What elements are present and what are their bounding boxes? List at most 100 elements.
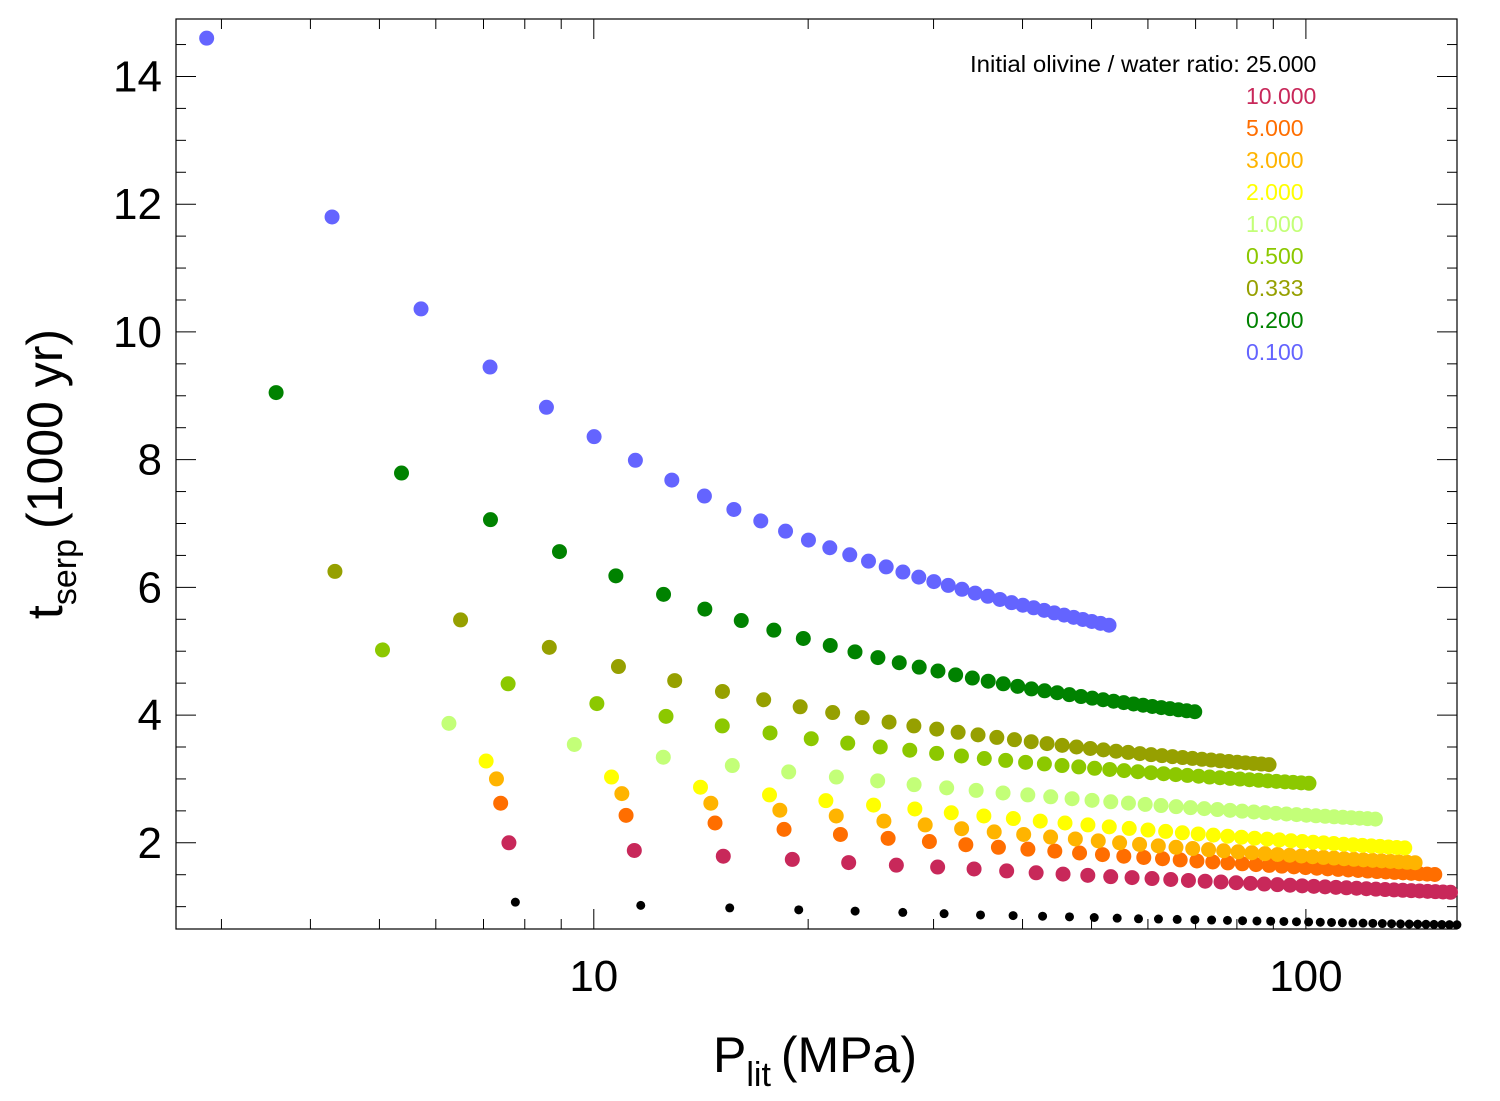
data-point bbox=[1143, 747, 1159, 763]
data-point bbox=[199, 30, 215, 46]
data-point bbox=[375, 642, 391, 658]
data-point bbox=[840, 735, 856, 751]
data-point bbox=[921, 834, 937, 850]
data-point bbox=[792, 699, 808, 715]
data-point bbox=[850, 906, 860, 916]
data-point bbox=[268, 385, 284, 401]
data-point bbox=[1337, 918, 1347, 928]
data-point bbox=[1132, 836, 1148, 852]
data-point bbox=[967, 585, 983, 601]
data-point bbox=[1172, 914, 1182, 924]
data-point bbox=[1016, 826, 1032, 842]
data-point bbox=[1309, 860, 1325, 876]
data-point bbox=[1442, 884, 1458, 900]
data-point bbox=[1274, 858, 1290, 874]
data-point bbox=[715, 848, 731, 864]
data-point bbox=[658, 708, 674, 724]
data-point bbox=[772, 802, 788, 818]
data-point bbox=[776, 821, 792, 837]
data-point bbox=[1191, 768, 1207, 784]
data-point bbox=[327, 563, 343, 579]
data-point bbox=[1102, 761, 1118, 777]
data-point bbox=[948, 667, 964, 683]
data-point bbox=[1189, 853, 1205, 869]
data-point bbox=[888, 857, 904, 873]
data-point bbox=[1205, 827, 1221, 843]
data-point bbox=[1367, 811, 1383, 827]
series-0.500 bbox=[375, 642, 1317, 791]
data-point bbox=[1282, 847, 1298, 863]
data-point bbox=[906, 718, 922, 734]
x-tick-label: 10 bbox=[569, 952, 618, 1001]
data-point bbox=[1101, 819, 1117, 835]
data-point bbox=[911, 569, 927, 585]
data-point bbox=[1304, 917, 1314, 927]
data-point bbox=[1256, 876, 1272, 892]
data-point bbox=[1174, 825, 1190, 841]
data-point bbox=[1207, 915, 1217, 925]
data-point bbox=[1413, 919, 1423, 929]
data-point bbox=[733, 613, 749, 629]
data-point bbox=[488, 771, 504, 787]
data-point bbox=[841, 855, 857, 871]
data-point bbox=[986, 824, 1002, 840]
data-point bbox=[1061, 687, 1077, 703]
data-point bbox=[1112, 835, 1128, 851]
data-point bbox=[618, 807, 634, 823]
data-point bbox=[667, 673, 683, 689]
data-point bbox=[1197, 873, 1213, 889]
data-point bbox=[1037, 683, 1053, 699]
data-point bbox=[803, 731, 819, 747]
data-point bbox=[1018, 754, 1034, 770]
data-point bbox=[566, 736, 582, 752]
legend-entry: 0.500 bbox=[1246, 243, 1304, 269]
data-point bbox=[929, 721, 945, 737]
y-tick-label: 14 bbox=[113, 52, 162, 101]
data-point bbox=[753, 513, 769, 529]
data-point bbox=[541, 639, 557, 655]
legend-entry: 0.200 bbox=[1246, 307, 1304, 333]
data-point bbox=[510, 897, 520, 907]
data-point bbox=[756, 692, 772, 708]
data-point bbox=[1023, 681, 1039, 697]
data-point bbox=[1179, 767, 1195, 783]
data-point bbox=[895, 564, 911, 580]
data-point bbox=[1121, 820, 1137, 836]
data-point bbox=[1006, 732, 1022, 748]
data-point bbox=[1283, 833, 1299, 849]
data-point bbox=[1185, 841, 1201, 857]
data-point bbox=[1377, 919, 1387, 929]
data-point bbox=[1348, 918, 1358, 928]
data-point bbox=[794, 905, 804, 915]
data-point bbox=[1291, 917, 1301, 927]
data-point bbox=[1266, 916, 1276, 926]
data-point bbox=[1282, 877, 1298, 893]
y-tick-label: 8 bbox=[138, 436, 162, 485]
data-point bbox=[697, 601, 713, 617]
data-point bbox=[1294, 834, 1310, 850]
data-point bbox=[324, 209, 340, 225]
data-point bbox=[1404, 919, 1414, 929]
data-point bbox=[1136, 849, 1152, 865]
data-point bbox=[1298, 860, 1314, 876]
data-point bbox=[995, 785, 1011, 801]
data-point bbox=[1067, 831, 1083, 847]
data-point bbox=[1095, 742, 1111, 758]
data-point bbox=[501, 835, 517, 851]
data-point bbox=[1120, 795, 1136, 811]
data-point bbox=[1220, 828, 1236, 844]
data-point bbox=[1222, 915, 1232, 925]
data-point bbox=[538, 399, 554, 415]
data-point bbox=[1317, 879, 1333, 895]
data-point bbox=[478, 753, 494, 769]
data-point bbox=[911, 659, 927, 675]
data-point bbox=[1116, 848, 1132, 864]
data-point bbox=[800, 532, 816, 548]
data-point bbox=[1279, 916, 1289, 926]
data-point bbox=[1187, 704, 1203, 720]
data-point bbox=[1124, 870, 1140, 886]
data-point bbox=[968, 782, 984, 798]
data-point bbox=[1089, 913, 1099, 923]
legend-entry: 1.000 bbox=[1246, 211, 1304, 237]
data-point bbox=[870, 773, 886, 789]
